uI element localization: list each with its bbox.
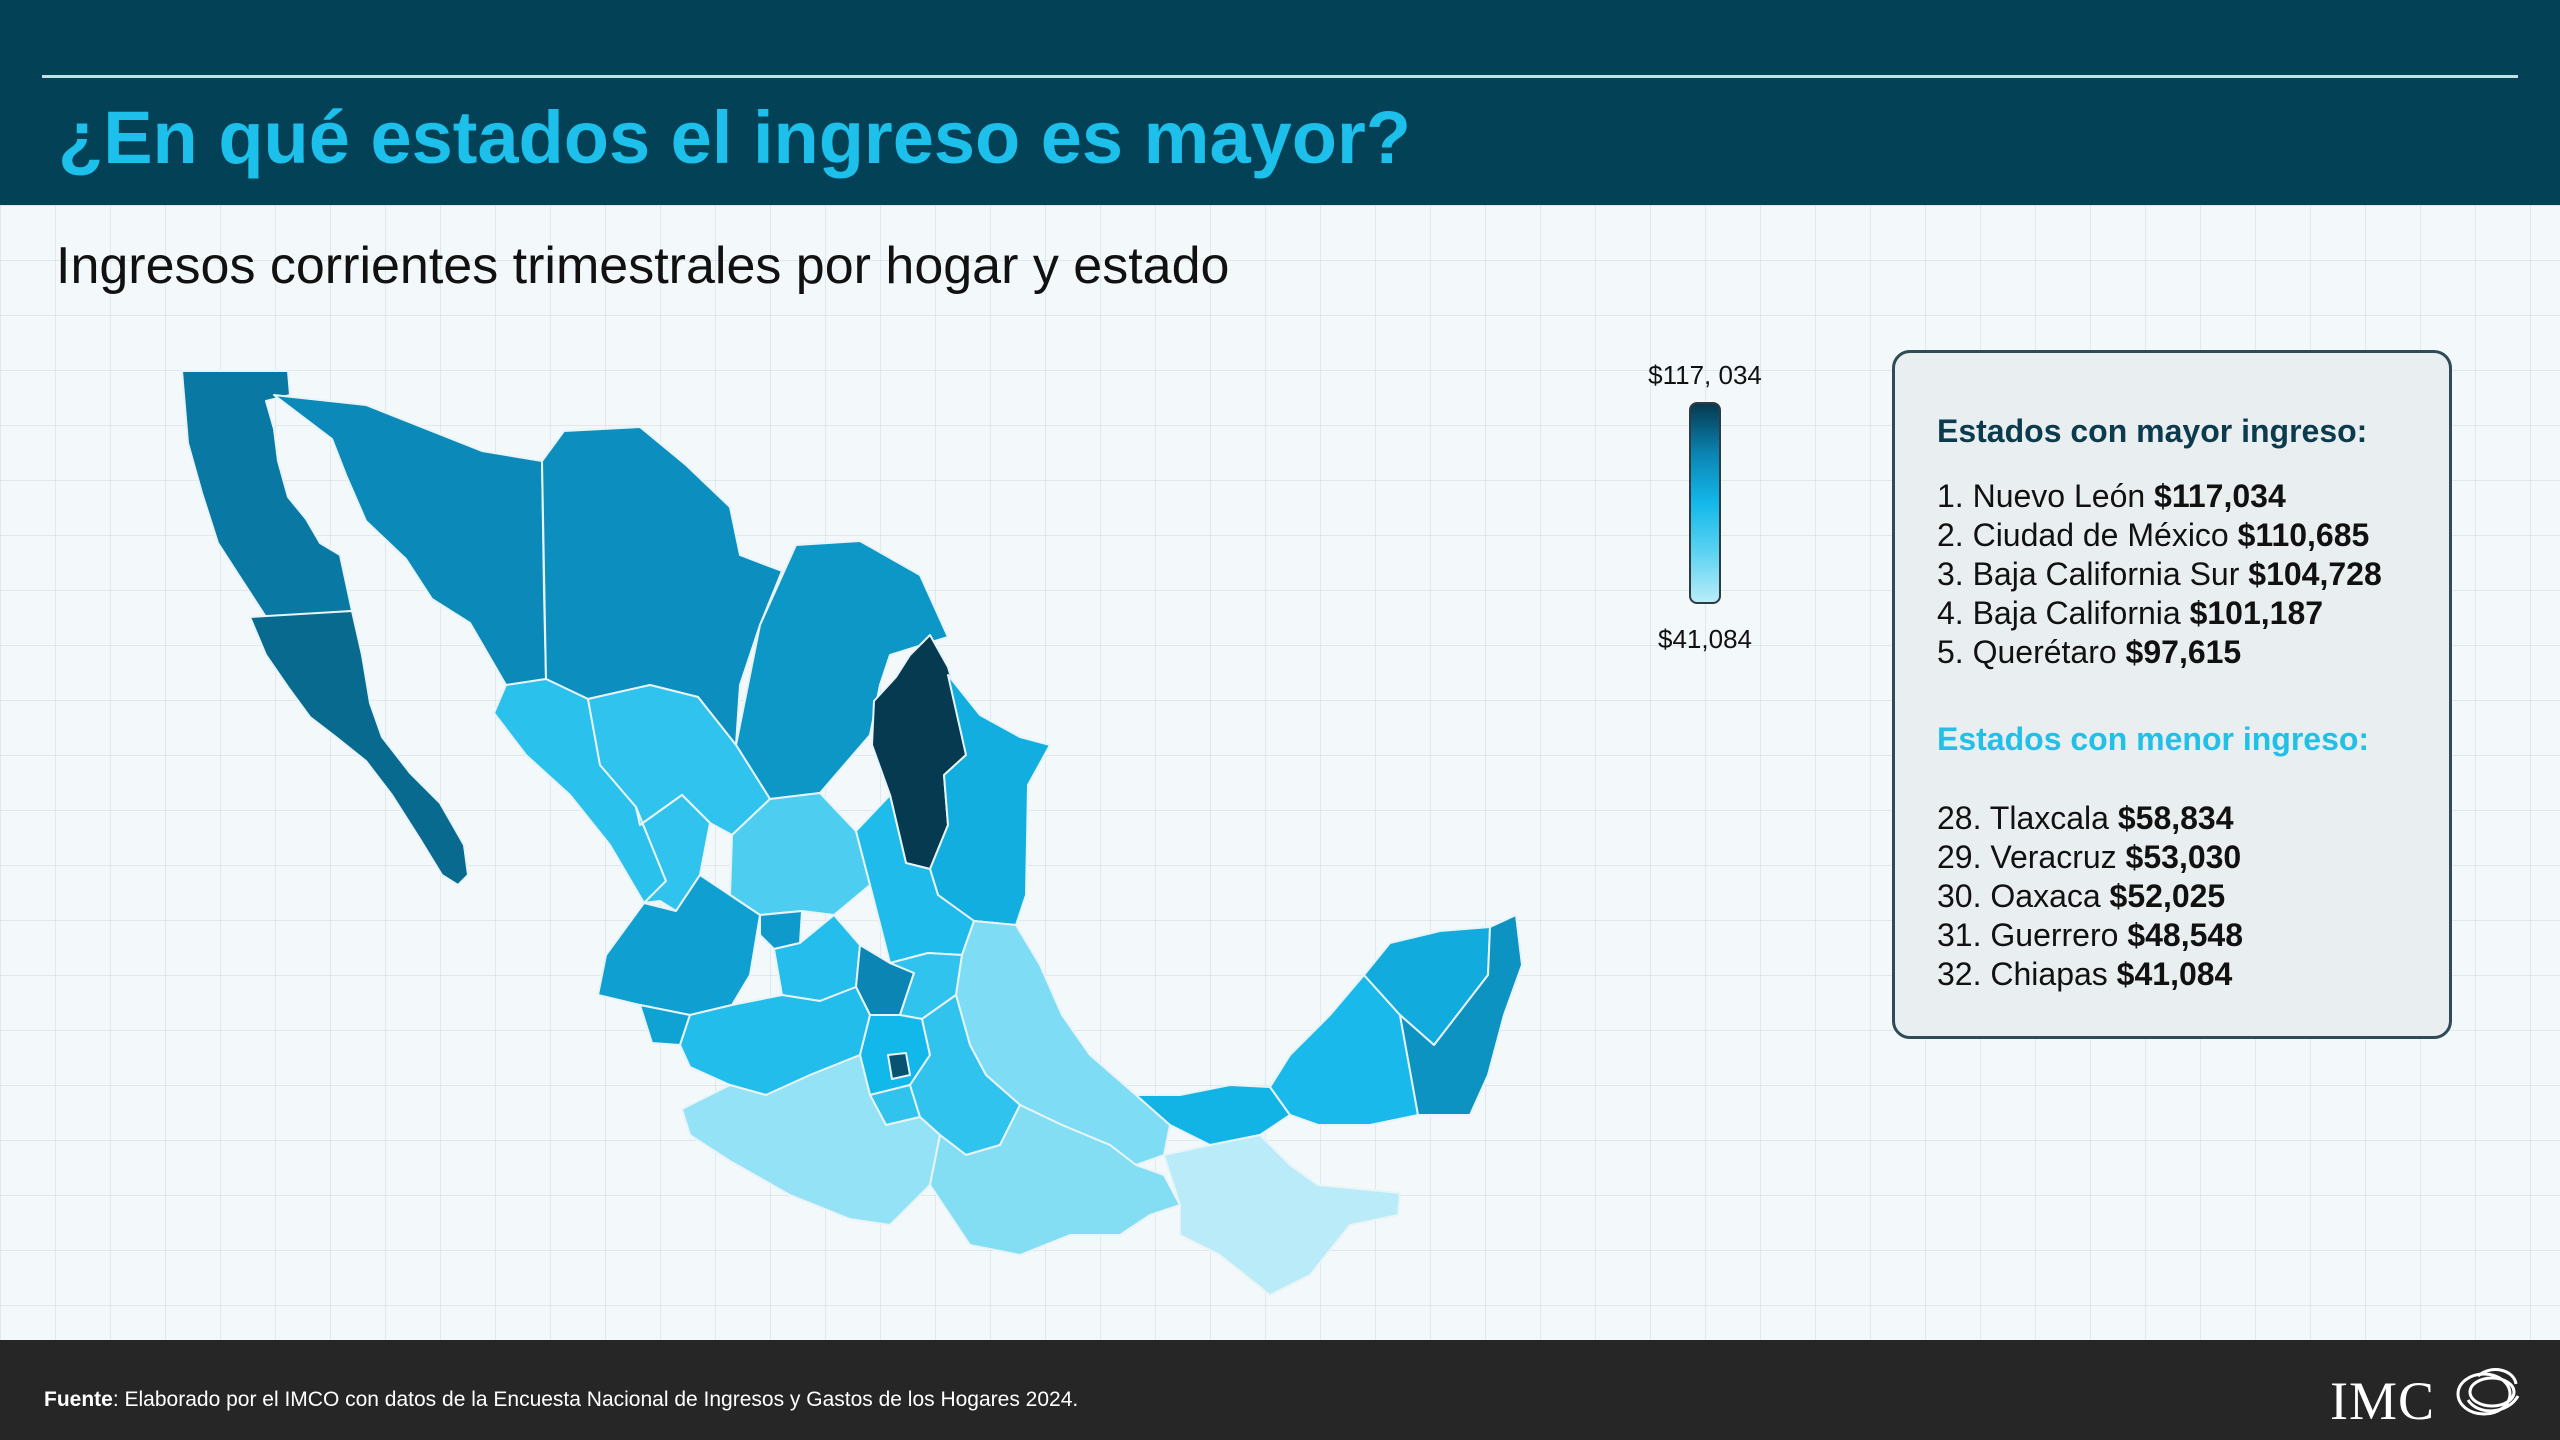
list-item: 5. Querétaro $97,615	[1937, 634, 2242, 670]
bottom-states-heading: Estados con menor ingreso:	[1937, 721, 2370, 757]
bottom-states-list: 28. Tlaxcala $58,834 29. Veracruz $53,03…	[1937, 799, 2243, 994]
ranking-panel: Estados con mayor ingreso: 1. Nuevo León…	[1892, 350, 2452, 1039]
legend-max-label: $117, 034	[1648, 360, 1762, 390]
legend-min-label: $41,084	[1658, 624, 1752, 654]
list-item: 29. Veracruz $53,030	[1937, 839, 2242, 875]
mexico-choropleth-map	[181, 370, 1523, 1296]
state-ciudad-de-mexico	[887, 1052, 911, 1080]
imco-logo: IMC	[2330, 1348, 2530, 1431]
list-item: 32. Chiapas $41,084	[1937, 956, 2233, 992]
header-bar: ¿En qué estados el ingreso es mayor?	[0, 0, 2560, 205]
state-chiapas	[1163, 1134, 1401, 1296]
source-note: Fuente: Elaborado por el IMCO con datos …	[44, 1388, 1079, 1411]
state-oaxaca	[929, 1104, 1181, 1256]
state-quintana-roo	[1399, 914, 1523, 1116]
logo-text: IMC	[2330, 1371, 2436, 1431]
state-durango	[587, 684, 771, 836]
legend-color-scale	[1689, 402, 1721, 604]
chart-subtitle: Ingresos corrientes trimestrales por hog…	[56, 237, 1230, 295]
footer-bar	[0, 1340, 2560, 1440]
state-baja-california-sur	[249, 610, 469, 886]
list-item: 31. Guerrero $48,548	[1937, 917, 2243, 953]
list-item: 28. Tlaxcala $58,834	[1937, 800, 2234, 836]
list-item: 2. Ciudad de México $110,685	[1937, 517, 2370, 553]
state-jalisco	[597, 874, 761, 1016]
header-divider	[42, 75, 2518, 78]
page-title: ¿En qué estados el ingreso es mayor?	[58, 96, 1411, 179]
list-item: 30. Oaxaca $52,025	[1937, 878, 2226, 914]
state-sonora	[273, 394, 547, 686]
state-baja-california	[181, 370, 353, 618]
top-states-list: 1. Nuevo León $117,034 2. Ciudad de Méxi…	[1937, 477, 2382, 672]
logo-swirl-icon	[2456, 1368, 2520, 1416]
list-item: 4. Baja California $101,187	[1937, 595, 2324, 631]
top-states-heading: Estados con mayor ingreso:	[1937, 413, 2368, 449]
list-item: 3. Baja California Sur $104,728	[1937, 556, 2382, 592]
list-item: 1. Nuevo León $117,034	[1937, 478, 2286, 514]
